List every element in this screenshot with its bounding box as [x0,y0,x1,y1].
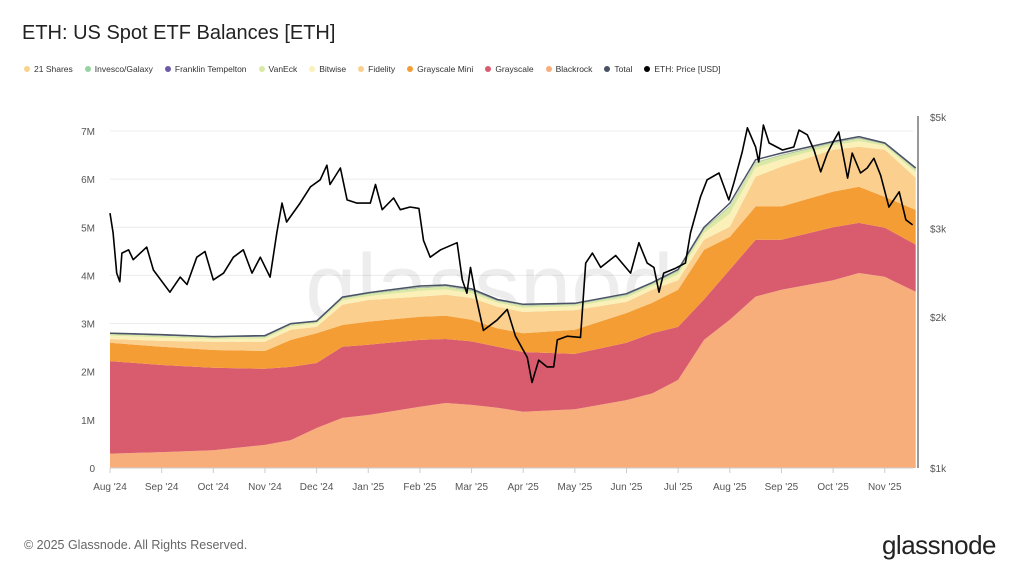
legend-item[interactable]: Bitwise [309,64,346,74]
legend-item[interactable]: ETH: Price [USD] [644,64,721,74]
y-tick-label: 5M [81,223,95,234]
legend-label: Invesco/Galaxy [94,64,153,74]
legend-item[interactable]: Invesco/Galaxy [84,64,153,74]
x-tick-label: Jun '25 [611,482,643,493]
x-tick-label: May '25 [557,482,592,493]
legend-label: Franklin Tempelton [174,64,247,74]
legend-label: Grayscale Mini [417,64,474,74]
y-tick-label: 4M [81,271,95,282]
y-tick-label: 0 [89,464,95,475]
legend-dot-icon [644,66,651,72]
x-tick-label: Aug '24 [93,482,127,493]
chart-title: ETH: US Spot ETF Balances [ETH] [22,22,336,44]
legend-item[interactable]: Franklin Tempelton [164,64,247,74]
total-line [109,135,917,338]
legend-dot-icon [84,66,91,72]
legend-dot-icon [485,66,492,72]
legend-item[interactable]: Total [604,64,632,74]
legend-item[interactable]: Grayscale [485,64,534,74]
legend-item[interactable]: VanEck [258,64,298,74]
area-grayscale [110,222,916,454]
y2-tick-label: $1k [930,464,947,475]
legend-item[interactable]: Fidelity [358,64,395,74]
legend-label: 21 Shares [34,64,73,74]
legend-dot-icon [164,66,171,72]
legend-label: Total [614,64,633,74]
x-tick-label: Nov '24 [248,482,282,493]
x-tick-label: Dec '24 [300,482,334,493]
x-tick-label: Oct '24 [198,482,230,493]
legend-label: Bitwise [319,64,347,74]
y2-tick-label: $3k [930,224,947,235]
area-blackrock [110,273,916,468]
x-tick-label: Jan '25 [352,482,384,493]
y-tick-label: 6M [81,175,95,186]
legend-dot-icon [258,66,265,72]
x-tick-label: Apr '25 [508,482,540,493]
legend-item[interactable]: 21 Shares [24,64,73,74]
area-fidelity [110,146,916,351]
legend-dot-icon [309,66,316,72]
legend-dot-icon [545,66,552,72]
legend-label: Blackrock [555,64,593,74]
y2-tick-label: $5k [930,113,947,124]
x-tick-label: Aug '25 [713,482,747,493]
y-tick-label: 1M [81,416,95,427]
legend-label: VanEck [268,64,298,74]
legend-dot-icon [407,66,414,72]
legend-dot-icon [358,66,365,72]
glassnode-logo[interactable]: glassnode [881,530,997,560]
legend: 21 Shares Invesco/Galaxy Franklin Tempelto… [24,64,721,74]
x-tick-label: Oct '25 [817,482,849,493]
area-grayscale-mini [110,186,916,369]
y-tick-label: 7M [81,127,95,138]
legend-dot-icon [604,66,611,72]
y-tick-label: 3M [81,320,95,331]
x-tick-label: Nov '25 [868,482,902,493]
legend-item[interactable]: Blackrock [545,64,593,74]
x-tick-label: Feb '25 [403,482,436,493]
x-tick-label: Jul '25 [664,482,693,493]
legend-label: Fidelity [368,64,396,74]
legend-label: Grayscale [495,64,534,74]
eth-price-line [109,124,914,384]
y2-tick-label: $2k [930,313,947,324]
copyright-text: © 2025 Glassnode. All Rights Reserved. [24,538,248,552]
x-tick-label: Sep '24 [145,482,179,493]
legend-item[interactable]: Grayscale Mini [407,64,473,74]
legend-label: ETH: Price [USD] [654,64,721,74]
x-tick-label: Mar '25 [455,482,488,493]
legend-dot-icon [24,66,30,72]
y-tick-label: 2M [81,368,95,379]
x-tick-label: Sep '25 [765,482,799,493]
